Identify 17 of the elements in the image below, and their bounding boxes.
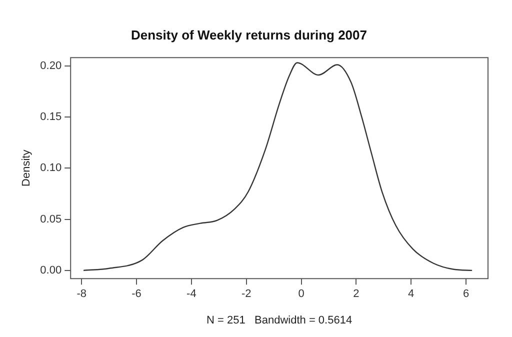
x-tick-label: 4 — [408, 288, 414, 300]
x-tick-label: -4 — [186, 288, 196, 300]
x-tick-label: 0 — [298, 288, 304, 300]
x-tick-label: -6 — [132, 288, 142, 300]
y-tick-label: 0.00 — [40, 264, 62, 276]
x-tick-label: 2 — [353, 288, 360, 300]
y-tick-label: 0.20 — [40, 60, 62, 72]
line-series — [82, 62, 473, 272]
y-tick-label: 0.05 — [40, 213, 62, 226]
y-axis-title: Density — [20, 149, 33, 186]
y-tick-label: 0.15 — [40, 110, 62, 123]
x-tick-label: -2 — [241, 288, 252, 300]
x-tick-label: -8 — [76, 288, 86, 300]
x-axis-title: N = 251 Bandwidth = 0.5614 — [206, 314, 352, 326]
x-tick-label: 6 — [462, 288, 470, 300]
chart-title: Density of Weekly returns during 2007 — [131, 27, 367, 42]
y-tick-label: 0.10 — [40, 162, 62, 174]
